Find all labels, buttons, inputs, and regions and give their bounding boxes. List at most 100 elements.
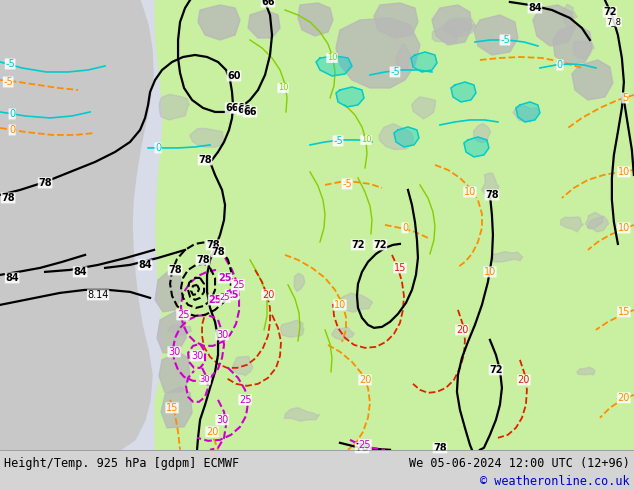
Text: -5: -5 xyxy=(3,77,13,87)
Text: 84: 84 xyxy=(5,273,19,283)
Text: 30: 30 xyxy=(191,351,203,361)
Text: 78: 78 xyxy=(206,240,220,250)
Text: 78: 78 xyxy=(38,178,52,188)
Text: 25: 25 xyxy=(177,310,190,320)
Text: 72: 72 xyxy=(373,240,387,250)
Text: 10: 10 xyxy=(618,223,630,233)
Text: 78: 78 xyxy=(211,247,225,257)
Text: 78: 78 xyxy=(197,255,210,265)
Polygon shape xyxy=(491,251,522,262)
Text: -5: -5 xyxy=(333,136,343,146)
Polygon shape xyxy=(336,18,420,88)
Text: 0: 0 xyxy=(9,109,15,119)
Text: 15: 15 xyxy=(618,307,630,317)
Text: 25: 25 xyxy=(239,395,251,405)
Polygon shape xyxy=(167,325,191,335)
Text: 72: 72 xyxy=(603,7,617,17)
Polygon shape xyxy=(474,123,491,143)
Text: 20: 20 xyxy=(456,325,468,335)
Polygon shape xyxy=(0,0,153,450)
Text: Height/Temp. 925 hPa [gdpm] ECMWF: Height/Temp. 925 hPa [gdpm] ECMWF xyxy=(4,457,239,470)
Text: 78: 78 xyxy=(485,190,499,200)
Polygon shape xyxy=(482,173,498,199)
Polygon shape xyxy=(316,56,352,76)
Text: 78: 78 xyxy=(355,443,369,453)
Text: 5: 5 xyxy=(622,93,628,103)
Text: 25: 25 xyxy=(220,294,230,302)
Text: -5: -5 xyxy=(5,59,15,69)
Text: 20: 20 xyxy=(618,393,630,403)
Text: We 05-06-2024 12:00 UTC (12+96): We 05-06-2024 12:00 UTC (12+96) xyxy=(409,457,630,470)
Polygon shape xyxy=(562,4,577,29)
Text: 10: 10 xyxy=(484,267,496,277)
Text: 66: 66 xyxy=(243,107,257,117)
Polygon shape xyxy=(516,102,540,122)
Text: 66: 66 xyxy=(225,103,239,113)
Text: 78: 78 xyxy=(433,443,447,453)
Text: 20: 20 xyxy=(206,427,218,437)
Text: 30: 30 xyxy=(216,415,228,425)
Polygon shape xyxy=(337,293,373,312)
Polygon shape xyxy=(588,216,609,232)
Polygon shape xyxy=(451,82,476,102)
Polygon shape xyxy=(155,0,634,450)
Text: 0: 0 xyxy=(9,125,15,135)
Polygon shape xyxy=(248,10,280,38)
Text: 8.14: 8.14 xyxy=(87,290,109,300)
Polygon shape xyxy=(394,127,419,147)
Text: 15: 15 xyxy=(166,403,178,413)
Text: 20: 20 xyxy=(518,375,530,385)
Text: 30: 30 xyxy=(216,330,228,340)
Polygon shape xyxy=(395,44,411,69)
Polygon shape xyxy=(573,42,594,59)
Text: 25: 25 xyxy=(359,440,372,450)
Text: 30: 30 xyxy=(168,347,180,357)
Text: 84: 84 xyxy=(528,3,541,13)
Polygon shape xyxy=(190,128,224,147)
Text: 7_8: 7_8 xyxy=(606,18,621,26)
Polygon shape xyxy=(474,15,518,55)
Polygon shape xyxy=(159,352,190,393)
Polygon shape xyxy=(374,3,418,38)
Text: 72: 72 xyxy=(489,365,503,375)
Text: 0: 0 xyxy=(402,223,408,233)
Text: 10: 10 xyxy=(361,135,372,145)
Polygon shape xyxy=(586,213,603,229)
Text: 60: 60 xyxy=(227,71,241,81)
Text: 84: 84 xyxy=(138,260,152,270)
Text: 15: 15 xyxy=(394,263,406,273)
Text: 0: 0 xyxy=(557,60,563,70)
Polygon shape xyxy=(284,408,320,421)
Text: -5: -5 xyxy=(342,179,352,189)
Text: © weatheronline.co.uk: © weatheronline.co.uk xyxy=(481,475,630,489)
Text: 10: 10 xyxy=(327,53,337,63)
Polygon shape xyxy=(161,387,192,428)
Polygon shape xyxy=(332,327,354,340)
Polygon shape xyxy=(432,26,457,43)
Text: 78: 78 xyxy=(1,193,15,203)
Text: 10: 10 xyxy=(278,83,288,93)
Polygon shape xyxy=(281,320,304,337)
Polygon shape xyxy=(155,270,182,312)
Polygon shape xyxy=(464,137,489,157)
Polygon shape xyxy=(572,60,613,100)
Text: 78: 78 xyxy=(168,265,182,275)
Text: 30: 30 xyxy=(200,375,210,384)
Text: -5: -5 xyxy=(500,35,510,45)
Text: 10: 10 xyxy=(334,300,346,310)
Text: 72: 72 xyxy=(351,240,365,250)
Text: 10: 10 xyxy=(618,167,630,177)
Polygon shape xyxy=(411,52,437,72)
Polygon shape xyxy=(198,5,240,40)
Polygon shape xyxy=(298,3,333,36)
Polygon shape xyxy=(444,19,476,35)
Text: 25: 25 xyxy=(209,295,222,305)
Polygon shape xyxy=(445,18,476,37)
Polygon shape xyxy=(513,106,538,122)
Polygon shape xyxy=(379,123,413,149)
Text: 25: 25 xyxy=(218,273,232,283)
Text: 66: 66 xyxy=(237,105,251,115)
Polygon shape xyxy=(233,357,252,376)
Polygon shape xyxy=(533,5,575,46)
Polygon shape xyxy=(294,273,304,292)
